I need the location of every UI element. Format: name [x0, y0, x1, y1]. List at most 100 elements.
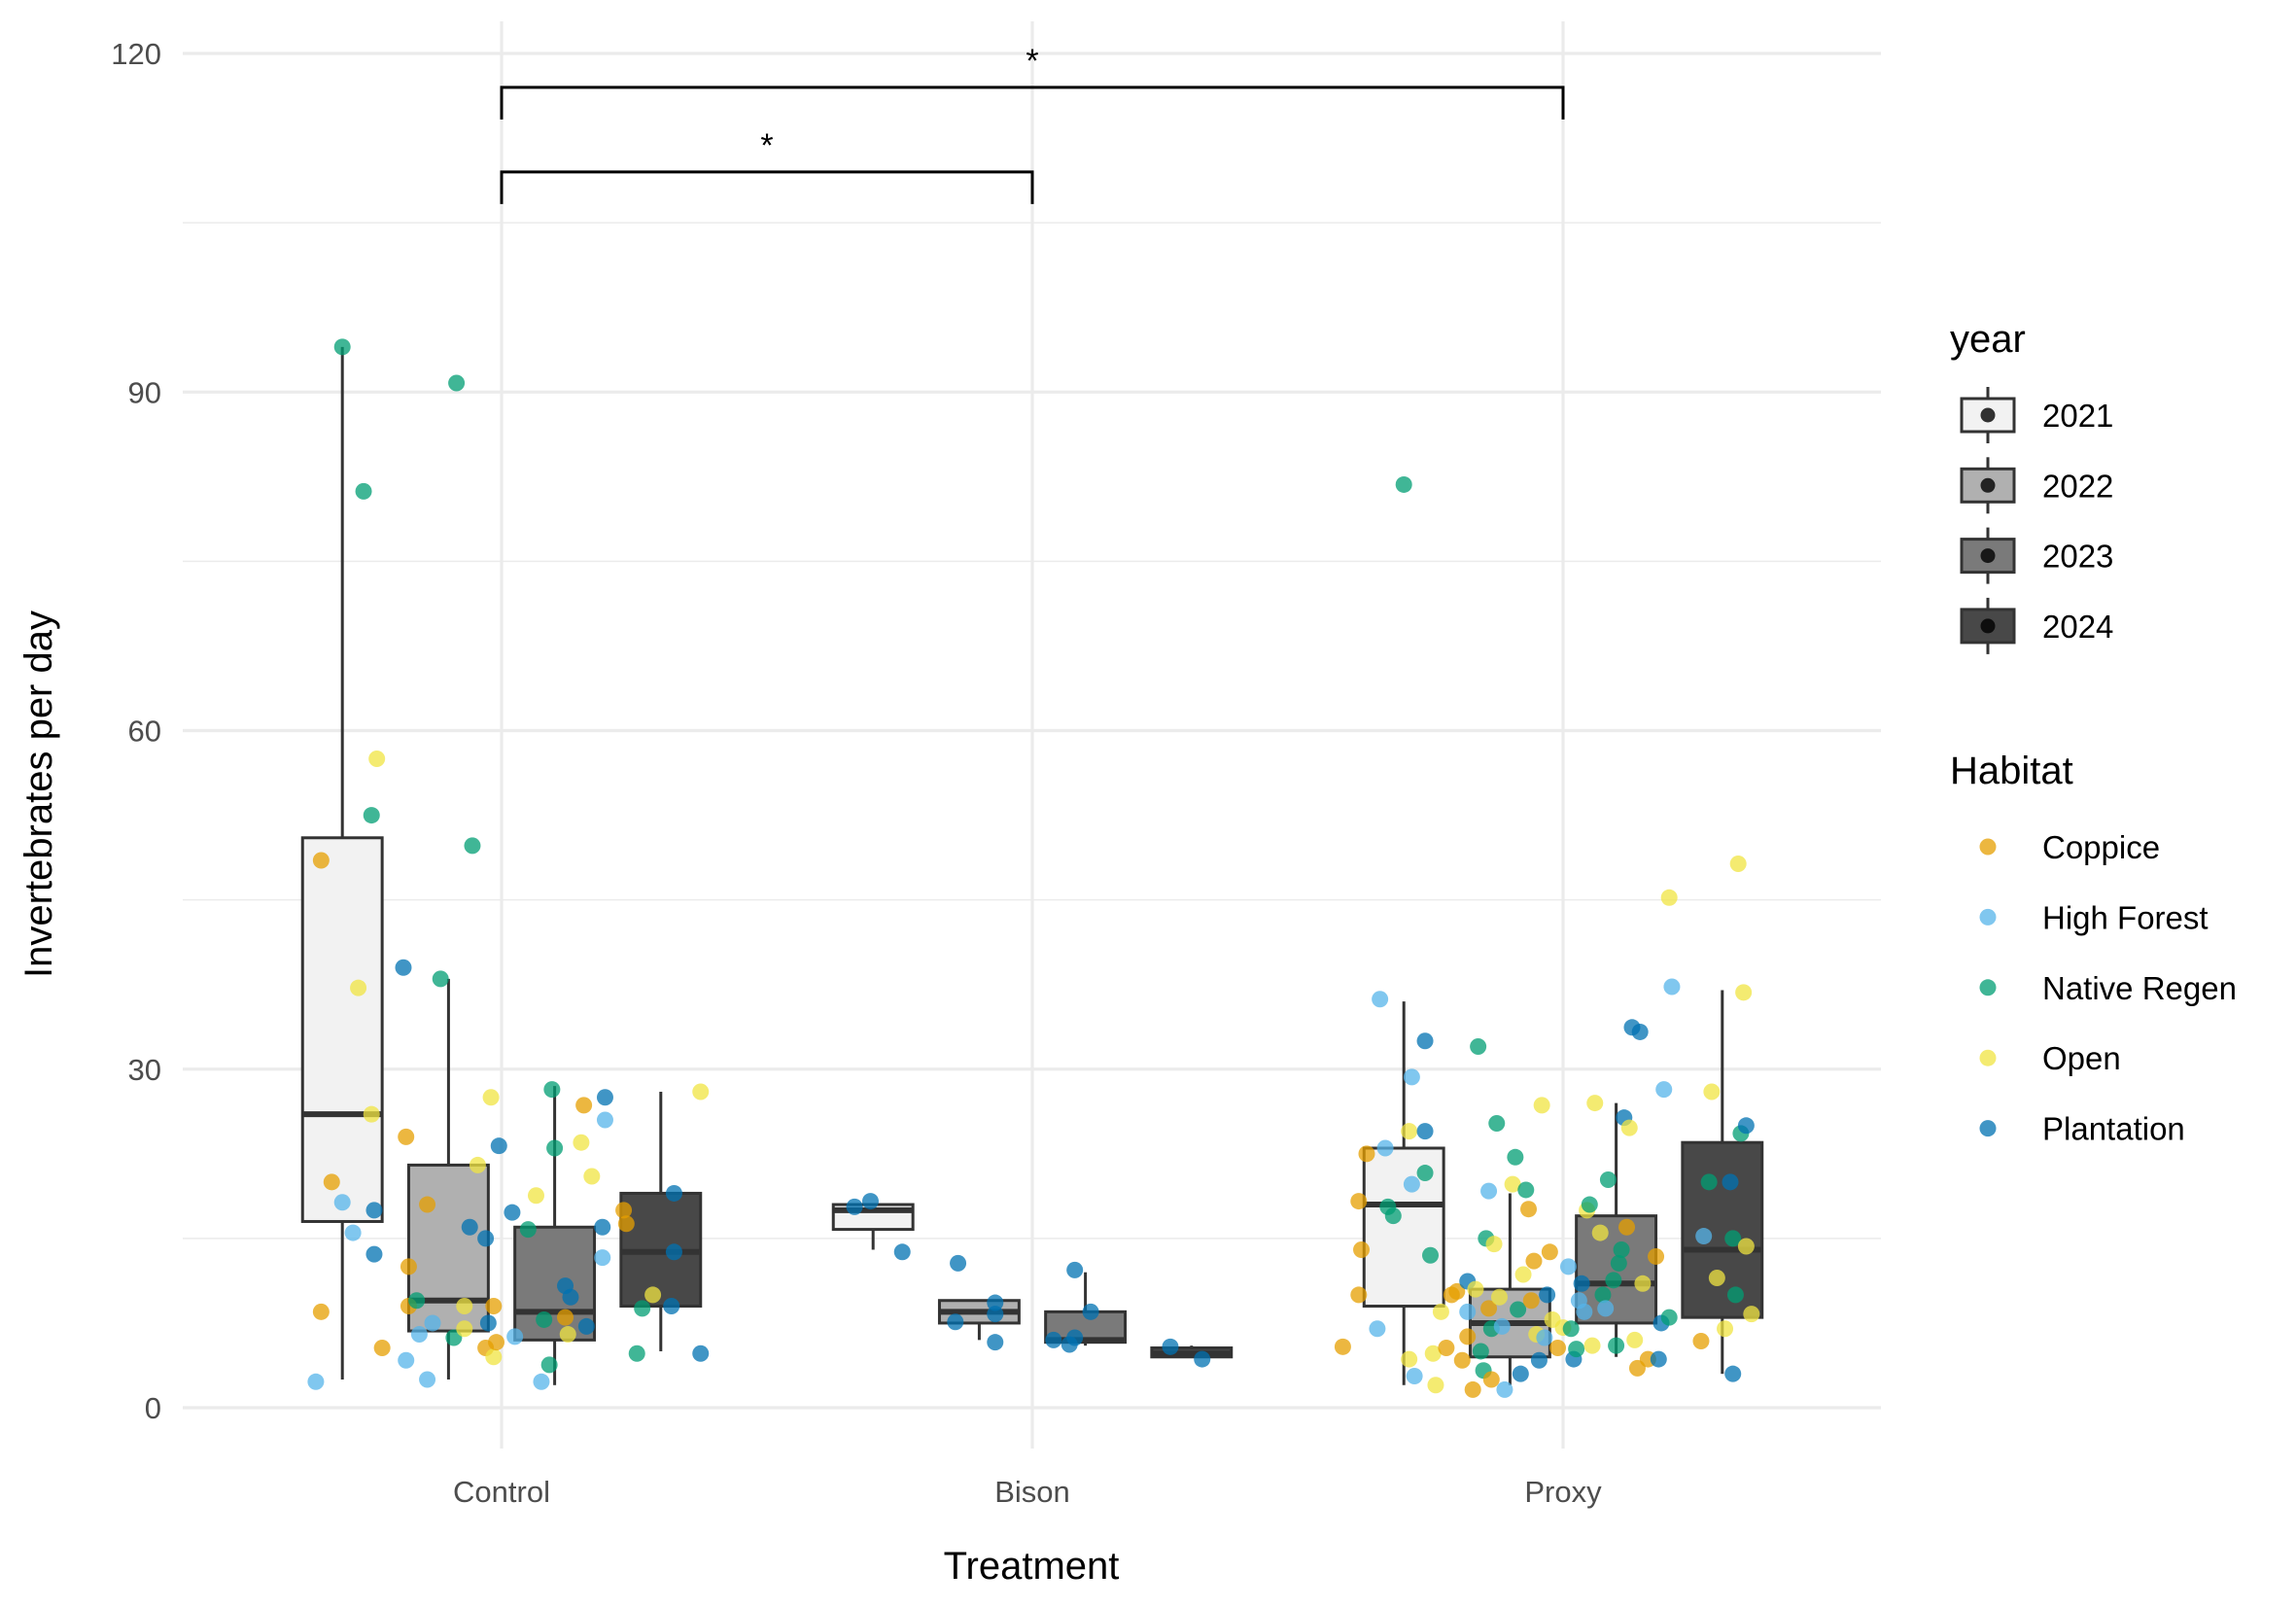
- data-point: [1453, 1351, 1471, 1369]
- data-point: [1422, 1246, 1439, 1264]
- data-point: [312, 1303, 330, 1320]
- data-point: [533, 1373, 550, 1390]
- data-point: [456, 1298, 473, 1315]
- data-point: [1620, 1119, 1638, 1136]
- data-point: [1496, 1380, 1513, 1398]
- data-point: [504, 1204, 521, 1221]
- data-point: [1504, 1175, 1521, 1193]
- data-point: [1194, 1350, 1211, 1368]
- data-point: [596, 1111, 613, 1129]
- data-point: [1576, 1303, 1593, 1320]
- box: [300, 836, 384, 1223]
- data-point: [1438, 1339, 1455, 1356]
- year-legend: year 2021 2022 2023 2024: [1950, 318, 2113, 654]
- habitat-legend-label: Native Regen: [2042, 970, 2237, 1006]
- habitat-legend-label: Coppice: [2042, 829, 2160, 865]
- data-point: [424, 1314, 441, 1332]
- data-point: [1692, 1333, 1710, 1350]
- data-point: [615, 1202, 633, 1219]
- y-tick-label: 0: [145, 1391, 161, 1425]
- y-axis-title: Invertebrates per day: [17, 611, 60, 978]
- data-point: [628, 1345, 645, 1362]
- y-axis-ticks: 0 30 60 90 120: [111, 37, 161, 1425]
- legend-point-key: [1979, 1049, 1997, 1066]
- data-point: [1618, 1218, 1636, 1236]
- data-point: [1722, 1173, 1739, 1191]
- data-point: [1472, 1343, 1489, 1360]
- data-point: [1541, 1243, 1558, 1261]
- data-point: [1395, 475, 1412, 493]
- data-point: [1660, 1309, 1678, 1326]
- data-point: [1470, 1038, 1487, 1056]
- data-point: [1520, 1201, 1538, 1218]
- data-point: [1488, 1114, 1506, 1132]
- data-point: [1401, 1350, 1418, 1368]
- data-point: [1522, 1292, 1540, 1310]
- data-point: [644, 1286, 662, 1304]
- data-point: [333, 338, 351, 356]
- data-point: [1703, 1083, 1721, 1100]
- data-point: [1735, 984, 1753, 1001]
- data-point: [692, 1345, 710, 1362]
- data-point: [479, 1314, 497, 1332]
- data-point: [1406, 1367, 1423, 1384]
- boxplots: [300, 346, 1764, 1385]
- data-point: [596, 1089, 613, 1106]
- data-point: [577, 1317, 595, 1335]
- bracket-line: [500, 170, 1034, 204]
- year-legend-label: 2023: [2042, 539, 2113, 575]
- data-point: [1660, 889, 1678, 906]
- data-point: [1403, 1068, 1420, 1086]
- data-point: [1334, 1338, 1351, 1355]
- data-point: [1459, 1328, 1477, 1345]
- data-point: [1512, 1365, 1529, 1382]
- data-point: [562, 1288, 579, 1306]
- data-point: [1353, 1240, 1371, 1258]
- data-point: [482, 1089, 500, 1106]
- data-point: [1424, 1345, 1442, 1362]
- data-point: [1493, 1317, 1511, 1335]
- data-point: [1514, 1266, 1532, 1283]
- data-point: [461, 1218, 478, 1236]
- data-point: [1648, 1247, 1665, 1265]
- y-tick-label: 90: [128, 375, 161, 409]
- data-point: [1591, 1224, 1609, 1241]
- data-point: [395, 959, 412, 976]
- legend-point-key: [1980, 548, 1996, 564]
- x-axis-ticks: Control Bison Proxy: [453, 1475, 1602, 1509]
- data-point: [1568, 1341, 1585, 1358]
- data-point: [1559, 1258, 1577, 1275]
- habitat-legend-item: Coppice: [1979, 829, 2160, 865]
- data-point: [432, 970, 449, 988]
- data-point: [1599, 1171, 1617, 1189]
- data-point: [419, 1371, 436, 1388]
- data-point: [540, 1356, 558, 1374]
- data-point: [1533, 1097, 1550, 1114]
- data-point: [1610, 1254, 1627, 1272]
- data-point: [987, 1334, 1004, 1351]
- data-point: [323, 1173, 340, 1191]
- data-point: [400, 1258, 417, 1275]
- data-point: [1045, 1331, 1062, 1348]
- data-point: [1066, 1329, 1084, 1346]
- data-point: [1459, 1303, 1477, 1320]
- data-point: [1350, 1286, 1368, 1304]
- y-tick-label: 60: [128, 715, 161, 749]
- data-point: [1573, 1275, 1590, 1292]
- data-point: [1626, 1331, 1644, 1348]
- habitat-legend-label: Open: [2042, 1040, 2121, 1076]
- data-point: [368, 751, 386, 768]
- legend-point-key: [1980, 407, 1996, 423]
- data-point: [365, 1202, 383, 1219]
- data-point: [506, 1328, 524, 1345]
- data-point: [692, 1083, 710, 1100]
- data-point: [846, 1198, 863, 1215]
- data-point: [1631, 1023, 1649, 1040]
- data-point: [559, 1326, 576, 1344]
- year-legend-item: 2022: [1960, 457, 2113, 514]
- data-point: [1416, 1123, 1434, 1140]
- legend-point-key: [1979, 908, 1997, 926]
- habitat-legend-label: Plantation: [2042, 1111, 2185, 1147]
- data-point: [363, 1105, 380, 1123]
